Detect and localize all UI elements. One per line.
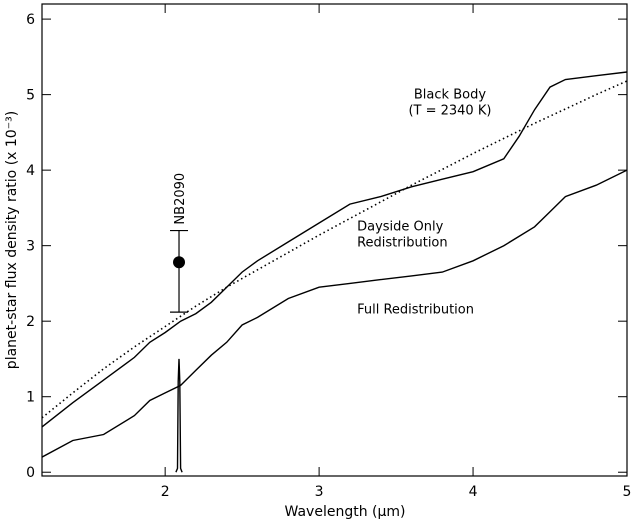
series-line-0 bbox=[42, 80, 627, 419]
annotation-2-line-0: Full Redistribution bbox=[357, 303, 474, 318]
plot-frame bbox=[41, 3, 628, 477]
annotation-0-line-0: Black Body bbox=[414, 87, 486, 102]
x-axis-label: Wavelength (μm) bbox=[285, 504, 406, 520]
y-tick-label: 5 bbox=[26, 88, 35, 104]
measurement-point bbox=[173, 256, 186, 269]
series-line-1 bbox=[42, 71, 627, 428]
y-axis-ticks: 0 1 2 3 4 5 6 bbox=[26, 12, 627, 481]
annotation-1-line-1: Redistribution bbox=[357, 236, 448, 251]
y-tick-label: 0 bbox=[26, 465, 35, 481]
x-tick-label: 4 bbox=[469, 484, 478, 500]
plot-area: NB2090 Black Body(T = 2340 K) Dayside Only… bbox=[41, 3, 628, 477]
y-tick-label: 4 bbox=[26, 163, 35, 179]
y-axis-label: planet-star flux density ratio (x 10⁻³) bbox=[4, 111, 20, 369]
series-line-2 bbox=[42, 169, 627, 458]
x-axis-ticks: 2 3 4 5 bbox=[161, 4, 632, 500]
y-tick-label: 2 bbox=[26, 314, 35, 330]
measurement-label: NB2090 bbox=[173, 173, 188, 225]
y-tick-label: 3 bbox=[26, 239, 35, 255]
x-tick-label: 2 bbox=[161, 484, 170, 500]
series-line-3 bbox=[175, 358, 183, 473]
y-tick-label: 6 bbox=[26, 12, 35, 28]
annotation-0-line-1: (T = 2340 K) bbox=[408, 103, 491, 118]
annotation-1-line-0: Dayside Only bbox=[357, 220, 444, 235]
x-tick-label: 3 bbox=[315, 484, 324, 500]
y-tick-label: 1 bbox=[26, 390, 35, 406]
x-tick-label: 5 bbox=[623, 484, 632, 500]
